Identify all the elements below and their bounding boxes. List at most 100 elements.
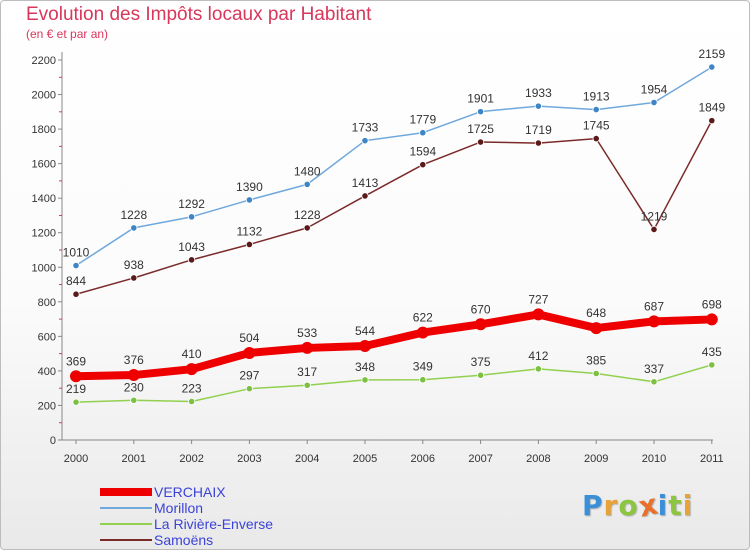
data-point-verchaix: [648, 315, 660, 328]
data-label-samoens: 1745: [583, 119, 610, 133]
data-point-la-riviere-enverse: [303, 381, 311, 389]
legend-label-samoens: Samoëns: [154, 532, 214, 548]
data-label-la-riviere-enverse: 230: [124, 380, 144, 394]
data-point-morillon: [188, 213, 196, 221]
data-label-morillon: 1733: [352, 121, 379, 135]
data-point-la-riviere-enverse: [534, 365, 543, 373]
series-line-morillon: [75, 66, 713, 267]
y-tick-label: 1400: [32, 193, 56, 205]
data-label-morillon: 1390: [236, 180, 263, 194]
data-point-samoens: [650, 225, 658, 234]
data-label-morillon: 1901: [467, 92, 494, 106]
data-label-la-riviere-enverse: 412: [528, 349, 548, 363]
x-tick-label: 2010: [642, 453, 666, 465]
data-label-verchaix: 376: [124, 353, 144, 367]
data-point-verchaix: [416, 326, 429, 339]
data-label-verchaix: 648: [586, 306, 606, 320]
y-tick-label: 200: [38, 400, 56, 412]
data-label-morillon: 1010: [63, 246, 90, 260]
data-point-la-riviere-enverse: [188, 397, 196, 406]
data-point-morillon: [419, 129, 427, 137]
data-point-la-riviere-enverse: [130, 396, 138, 404]
data-label-morillon: 1480: [294, 164, 321, 178]
x-tick-label: 2004: [295, 453, 319, 465]
logo-letter: i: [682, 489, 694, 522]
data-point-samoens: [534, 139, 543, 147]
data-label-verchaix: 687: [644, 299, 664, 313]
data-label-la-riviere-enverse: 349: [413, 360, 433, 374]
logo-letter: r: [603, 489, 619, 522]
x-tick-label: 2001: [122, 453, 146, 465]
data-label-samoens: 1132: [236, 224, 262, 238]
y-tick-label: 2000: [32, 90, 56, 102]
data-label-morillon: 1228: [120, 208, 147, 222]
x-tick-label: 2000: [64, 453, 88, 465]
data-point-la-riviere-enverse: [245, 385, 253, 393]
data-point-samoens: [592, 134, 600, 143]
series-line-samoens: [75, 120, 713, 295]
data-point-samoens: [708, 117, 716, 125]
legend-swatch-verchaix: [100, 488, 152, 496]
data-point-la-riviere-enverse: [419, 376, 427, 384]
data-point-la-riviere-enverse: [72, 398, 80, 406]
x-tick-label: 2003: [237, 453, 261, 465]
series-line-verchaix: [75, 310, 712, 381]
data-point-verchaix: [532, 308, 545, 321]
data-point-verchaix: [70, 370, 82, 383]
chart-subtitle: (en € et par an): [26, 27, 109, 41]
data-label-verchaix: 622: [413, 311, 433, 325]
logo-letter: t: [668, 489, 683, 522]
data-label-verchaix: 369: [66, 354, 86, 368]
data-label-morillon: 1954: [641, 82, 668, 96]
data-point-verchaix: [301, 341, 314, 354]
data-point-samoens: [72, 290, 80, 298]
data-label-verchaix: 504: [239, 331, 259, 345]
data-label-samoens: 844: [66, 274, 86, 288]
data-point-verchaix: [127, 369, 140, 382]
data-point-morillon: [361, 137, 369, 145]
data-label-samoens: 1725: [467, 122, 494, 136]
data-label-samoens: 938: [124, 258, 144, 272]
x-tick-label: 2006: [411, 453, 435, 465]
data-label-morillon: 2159: [698, 47, 725, 61]
x-tick-label: 2002: [179, 453, 203, 465]
data-point-samoens: [188, 256, 196, 264]
data-point-morillon: [130, 224, 138, 232]
data-point-morillon: [650, 98, 658, 107]
data-label-la-riviere-enverse: 297: [239, 369, 259, 383]
data-point-morillon: [72, 261, 80, 270]
data-label-samoens: 1413: [352, 176, 379, 190]
data-label-verchaix: 670: [471, 302, 491, 316]
data-label-verchaix: 727: [528, 292, 548, 306]
y-tick-label: 800: [38, 297, 56, 309]
y-tick-label: 2200: [32, 55, 56, 67]
logo-letter: P: [582, 489, 604, 522]
y-tick-label: 0: [50, 435, 56, 447]
data-label-la-riviere-enverse: 219: [66, 382, 86, 396]
data-label-morillon: 1933: [525, 86, 552, 100]
data-point-morillon: [476, 108, 485, 116]
proxiti-logo: Proxiti: [582, 487, 694, 523]
data-label-samoens: 1228: [294, 208, 321, 222]
data-point-verchaix: [243, 346, 256, 359]
y-tick-label: 1800: [32, 124, 56, 136]
legend-label-morillon: Morillon: [154, 500, 204, 516]
data-label-la-riviere-enverse: 375: [471, 355, 491, 369]
data-point-la-riviere-enverse: [650, 378, 658, 386]
legend-label-verchaix: VERCHAIX: [154, 484, 226, 500]
logo-letter: i: [657, 489, 669, 522]
data-point-morillon: [303, 180, 311, 188]
data-label-samoens: 1594: [409, 145, 436, 159]
data-point-verchaix: [705, 313, 718, 326]
data-label-la-riviere-enverse: 435: [702, 345, 722, 359]
data-label-la-riviere-enverse: 348: [355, 360, 375, 374]
data-point-verchaix: [359, 340, 371, 353]
data-point-la-riviere-enverse: [592, 369, 600, 378]
data-point-verchaix: [185, 363, 198, 376]
data-label-verchaix: 410: [182, 347, 202, 361]
y-tick-label: 1200: [32, 228, 56, 240]
y-tick-label: 600: [38, 331, 56, 343]
logo-letter: o: [618, 489, 639, 522]
